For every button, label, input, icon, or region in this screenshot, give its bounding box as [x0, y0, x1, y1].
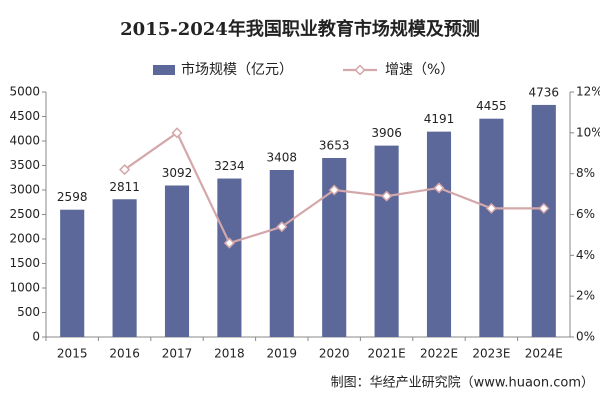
- line-marker: [433, 182, 445, 194]
- line-marker: [538, 202, 550, 214]
- bar-value-label: 3906: [371, 126, 402, 140]
- bar: [479, 118, 504, 337]
- legend-label: 增速（%）: [385, 62, 454, 78]
- y-tick-label: 2000: [9, 232, 40, 246]
- y-tick-label: 4000: [9, 134, 40, 148]
- line-marker: [223, 237, 235, 249]
- y-tick-label: 2500: [9, 207, 40, 221]
- bar: [269, 170, 294, 337]
- x-tick-label: 2015: [57, 347, 88, 361]
- source-note: 制图：华经产业研究院（www.huaon.com）: [331, 376, 594, 391]
- bar-value-label: 3092: [162, 166, 193, 180]
- x-tick-label: 2016: [109, 347, 140, 361]
- y-tick-label: 3500: [9, 158, 40, 172]
- x-tick-label: 2019: [267, 347, 298, 361]
- y2-tick-label: 0%: [576, 330, 595, 344]
- legend-swatch: [153, 65, 175, 75]
- chart-title: 2015-2024年我国职业教育市场规模及预测: [120, 18, 480, 40]
- y-tick-label: 1500: [9, 256, 40, 270]
- y2-tick-label: 10%: [576, 125, 600, 139]
- bar-value-label: 4736: [529, 85, 560, 99]
- x-tick-label: 2020: [319, 347, 350, 361]
- line-marker: [381, 190, 393, 202]
- line-marker: [328, 184, 340, 196]
- x-tick-label: 2024E: [525, 347, 563, 361]
- x-tick-label: 2021E: [368, 347, 406, 361]
- y-tick-label: 3000: [9, 183, 40, 197]
- bar: [60, 209, 85, 337]
- y2-tick-label: 4%: [576, 248, 595, 262]
- y-tick-label: 1000: [9, 281, 40, 295]
- bar-value-label: 2811: [109, 180, 140, 194]
- y2-tick-label: 6%: [576, 207, 595, 221]
- x-tick-label: 2023E: [472, 347, 510, 361]
- line-marker: [119, 164, 131, 176]
- y-tick-label: 0: [32, 330, 40, 344]
- y2-tick-label: 8%: [576, 166, 595, 180]
- bar: [217, 178, 242, 337]
- bar: [164, 185, 190, 337]
- y-tick-label: 500: [17, 305, 40, 319]
- line-marker: [485, 202, 497, 214]
- bar-value-label: 3408: [267, 151, 298, 165]
- bar: [374, 145, 399, 337]
- x-tick-label: 2018: [214, 347, 245, 361]
- x-tick-label: 2017: [162, 347, 193, 361]
- y-tick-label: 5000: [9, 85, 40, 99]
- bar-value-label: 4191: [424, 112, 455, 126]
- bar: [112, 199, 137, 337]
- bar-value-label: 2598: [57, 190, 88, 204]
- line-marker: [276, 221, 288, 233]
- bar-value-label: 3653: [319, 139, 350, 153]
- bar-value-label: 4455: [476, 99, 507, 113]
- legend-marker: [354, 64, 366, 76]
- x-tick-label: 2022E: [420, 347, 458, 361]
- bar: [531, 104, 556, 337]
- line-marker: [171, 127, 183, 139]
- y-tick-label: 4500: [9, 109, 40, 123]
- bar: [426, 131, 452, 337]
- y2-tick-label: 12%: [576, 85, 600, 99]
- bar-value-label: 3234: [214, 159, 245, 173]
- legend-label: 市场规模（亿元）: [181, 61, 293, 78]
- y2-tick-label: 2%: [576, 289, 595, 303]
